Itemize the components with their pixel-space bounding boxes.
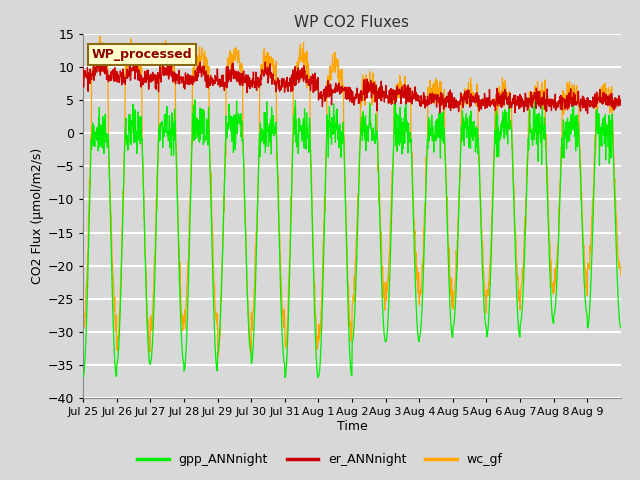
Title: WP CO2 Fluxes: WP CO2 Fluxes [294, 15, 410, 30]
Y-axis label: CO2 Flux (μmol/m2/s): CO2 Flux (μmol/m2/s) [31, 148, 44, 284]
Legend: gpp_ANNnight, er_ANNnight, wc_gf: gpp_ANNnight, er_ANNnight, wc_gf [132, 448, 508, 471]
Text: WP_processed: WP_processed [92, 48, 192, 61]
X-axis label: Time: Time [337, 420, 367, 433]
